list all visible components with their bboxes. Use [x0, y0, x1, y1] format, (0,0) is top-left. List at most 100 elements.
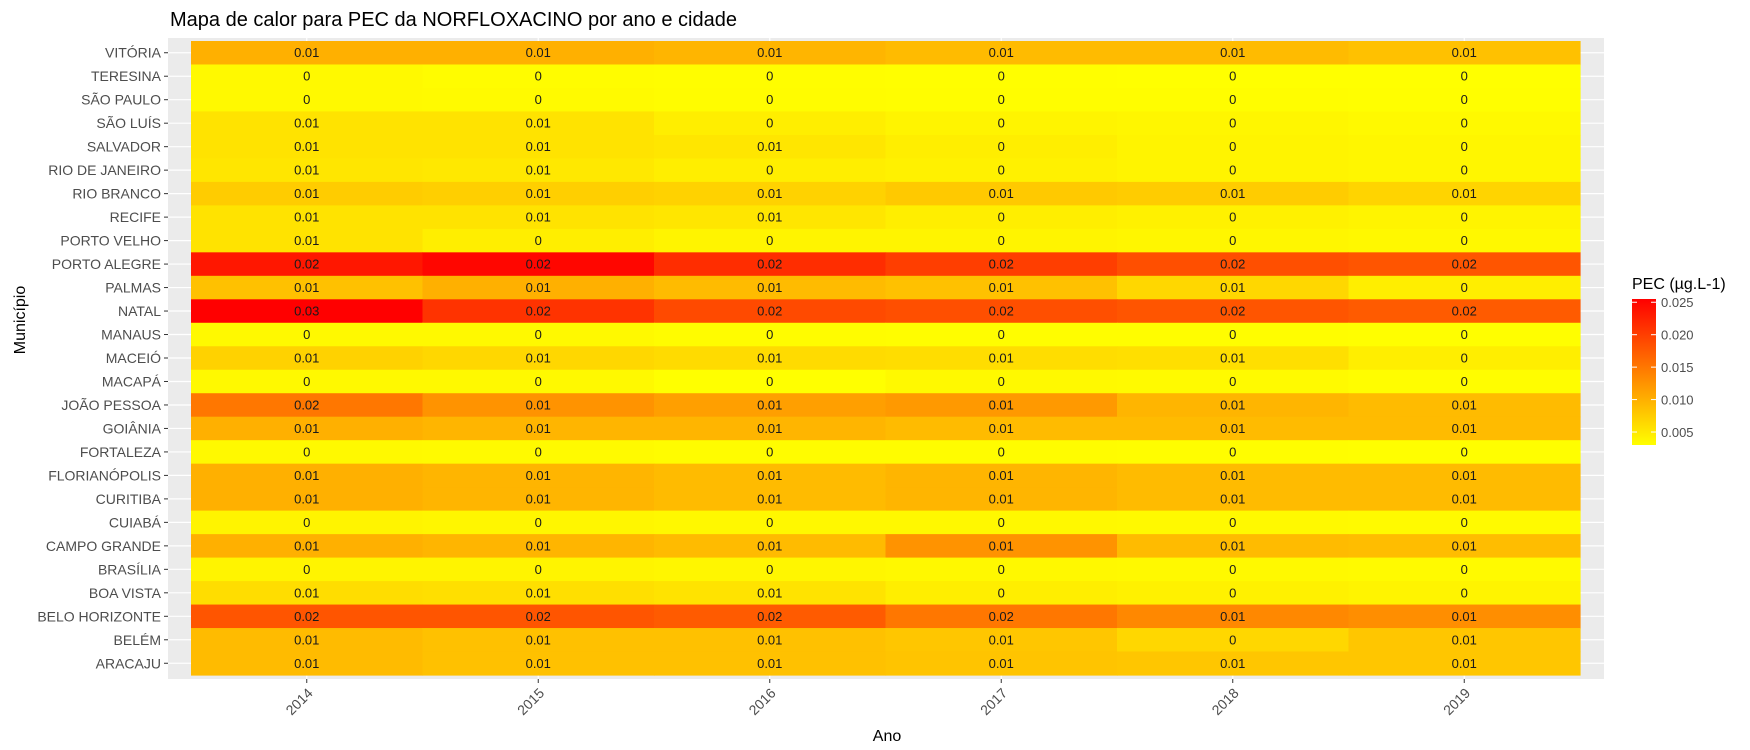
heatmap-cell: [1117, 440, 1350, 465]
legend-tick-label: 0.005: [1661, 425, 1694, 440]
heatmap-cell: [191, 510, 424, 535]
cell-label: 0.01: [1452, 45, 1477, 60]
heatmap-cell: [191, 252, 424, 277]
heatmap-cell: [654, 628, 887, 653]
heatmap-cell: [422, 252, 655, 277]
heatmap-cell: [885, 275, 1118, 300]
heatmap-cell: [1348, 534, 1581, 559]
cell-label: 0: [535, 562, 542, 577]
cell-label: 0: [303, 562, 310, 577]
heatmap-cell: [422, 275, 655, 300]
heatmap-cell: [1348, 369, 1581, 394]
heatmap-cell: [885, 604, 1118, 629]
heatmap-cell: [885, 369, 1118, 394]
heatmap-cell: [885, 205, 1118, 230]
heatmap-cell: [885, 510, 1118, 535]
heatmap-cell: [1348, 628, 1581, 653]
cell-label: 0.01: [757, 468, 782, 483]
cell-label: 0.01: [294, 280, 319, 295]
x-tick-label: 2015: [514, 685, 547, 718]
y-tick-label: CUIABÁ: [109, 514, 162, 530]
cell-label: 0: [1229, 632, 1236, 647]
heatmap-cell: [885, 393, 1118, 418]
heatmap-cell: [191, 557, 424, 582]
heatmap-cell: [191, 158, 424, 183]
cell-label: 0: [998, 92, 1005, 107]
heatmap-cell: [191, 87, 424, 113]
cell-label: 0.01: [1220, 491, 1245, 506]
heatmap-cell: [1117, 134, 1350, 160]
cell-label: 0.01: [294, 632, 319, 647]
cell-label: 0.01: [989, 491, 1014, 506]
heatmap-cell: [422, 299, 655, 324]
heatmap-cell: [885, 228, 1118, 253]
cell-label: 0.01: [1220, 609, 1245, 624]
cell-label: 0.03: [294, 304, 319, 319]
cell-label: 0.01: [989, 421, 1014, 436]
heatmap-cell: [1348, 41, 1581, 66]
heatmap-cell: [1348, 581, 1581, 606]
heatmap-cell: [654, 510, 887, 535]
cell-label: 0: [303, 69, 310, 84]
heatmap-cell: [1348, 463, 1581, 488]
heatmap-cell: [1117, 41, 1350, 66]
cell-label: 0: [1229, 92, 1236, 107]
cell-label: 0: [1461, 327, 1468, 342]
heatmap-cell: [885, 440, 1118, 465]
heatmap-cell: [654, 228, 887, 253]
y-tick-label: TERESINA: [91, 68, 162, 84]
cell-label: 0.01: [989, 468, 1014, 483]
heatmap-cell: [654, 416, 887, 441]
heatmap-cell: [1348, 510, 1581, 535]
heatmap-cell: [654, 41, 887, 66]
cell-label: 0.01: [757, 491, 782, 506]
heatmap-cell: [191, 604, 424, 629]
cell-label: 0.02: [1220, 304, 1245, 319]
cell-label: 0.01: [1452, 609, 1477, 624]
heatmap-cell: [191, 440, 424, 465]
cell-label: 0.01: [757, 421, 782, 436]
cell-label: 0: [766, 374, 773, 389]
x-tick-label: 2016: [745, 685, 778, 718]
heatmap-cell: [885, 581, 1118, 606]
heatmap-cell: [1117, 557, 1350, 582]
cell-label: 0.02: [989, 257, 1014, 272]
heatmap-cell: [1117, 651, 1350, 676]
cell-label: 0.01: [1452, 632, 1477, 647]
y-tick-label: NATAL: [118, 303, 161, 319]
cell-label: 0: [1461, 139, 1468, 154]
heatmap-cell: [654, 275, 887, 300]
y-tick-label: CURITIBA: [96, 491, 162, 507]
heatmap-cell: [1117, 581, 1350, 606]
cell-label: 0: [998, 585, 1005, 600]
heatmap-cell: [1348, 275, 1581, 300]
heatmap-cell: [1348, 346, 1581, 371]
heatmap-cell: [422, 440, 655, 465]
cell-label: 0: [1461, 562, 1468, 577]
heatmap-cell: [1348, 87, 1581, 113]
cell-label: 0.01: [526, 45, 551, 60]
cell-label: 0.02: [757, 609, 782, 624]
heatmap-cell: [885, 487, 1118, 512]
cell-label: 0: [303, 374, 310, 389]
cell-label: 0: [1461, 444, 1468, 459]
y-tick-label: SALVADOR: [87, 139, 161, 155]
heatmap-cell: [191, 628, 424, 653]
y-tick-label: RIO BRANCO: [72, 186, 161, 202]
cell-label: 0: [303, 444, 310, 459]
heatmap-cell: [885, 134, 1118, 160]
heatmap-cell: [1117, 463, 1350, 488]
cell-label: 0.01: [757, 186, 782, 201]
heatmap-cell: [1348, 299, 1581, 324]
cell-label: 0.02: [526, 609, 551, 624]
heatmap-cell: [1117, 87, 1350, 113]
cell-label: 0.01: [294, 186, 319, 201]
cell-label: 0.01: [1452, 186, 1477, 201]
cell-label: 0: [998, 163, 1005, 178]
heatmap-cell: [191, 275, 424, 300]
heatmap-cell: [191, 651, 424, 676]
cell-label: 0: [766, 116, 773, 131]
cell-label: 0: [303, 327, 310, 342]
heatmap-cell: [654, 463, 887, 488]
heatmap-cell: [422, 181, 655, 206]
